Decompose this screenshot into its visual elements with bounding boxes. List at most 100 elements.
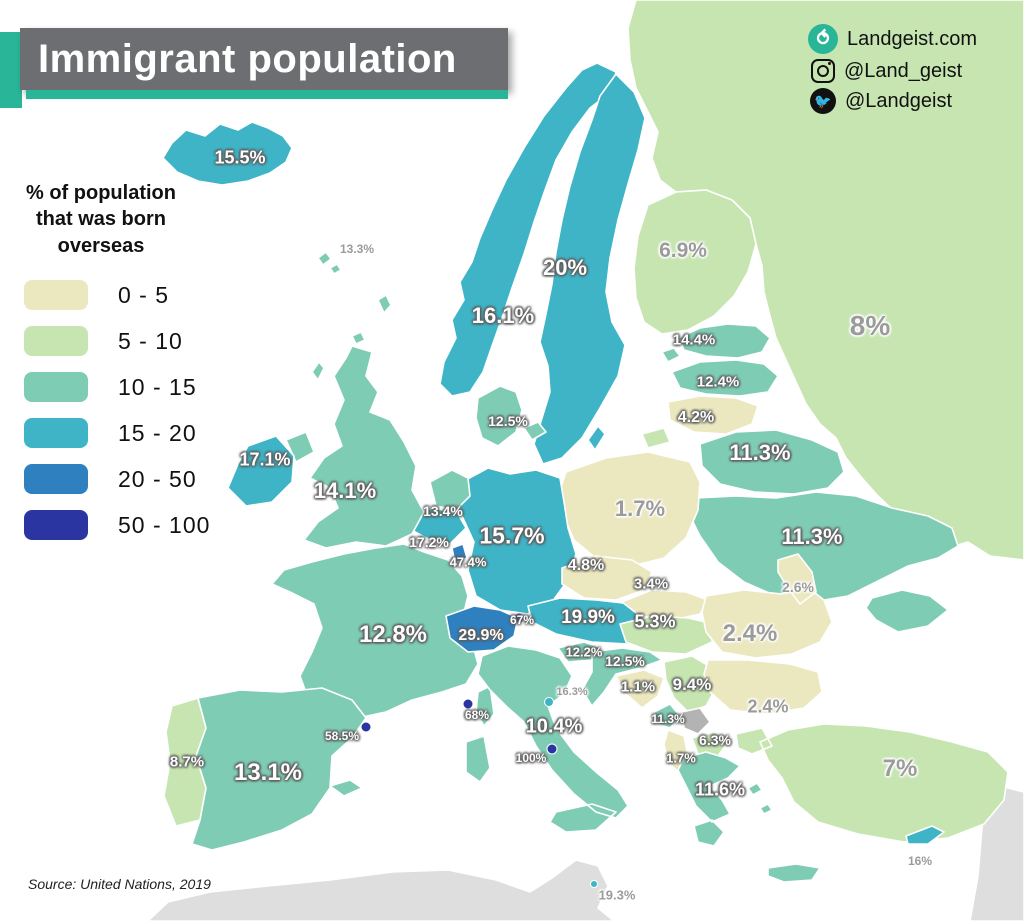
microstate-dot-liechtenstein (513, 612, 525, 624)
value-label-hungary: 5.3% (634, 611, 676, 632)
value-label-moldova: 2.6% (782, 579, 814, 595)
value-label-bosnia: 1.1% (620, 678, 656, 696)
microstate-dot-malta (590, 880, 598, 888)
value-label-switzerland: 29.9% (458, 627, 504, 644)
value-label-san-marino: 16.3% (556, 686, 588, 698)
value-label-norway: 16.1% (471, 303, 535, 328)
value-label-greece: 11.6% (694, 779, 746, 800)
value-label-bulgaria: 2.4% (747, 696, 789, 717)
country-greece (677, 751, 821, 883)
brand-block: ⥀ Landgeist.com @Land_geist 🐦 @Landgeist (808, 24, 977, 119)
page-title: Immigrant population (38, 36, 457, 81)
value-label-austria: 19.9% (561, 607, 615, 628)
instagram-icon (811, 59, 835, 83)
country-faroe-islands (317, 251, 342, 275)
value-label-monaco: 68% (464, 708, 490, 722)
country-france (271, 543, 479, 719)
value-label-russia: 8% (849, 310, 891, 341)
country-kaliningrad (641, 427, 671, 449)
legend-item-0-5: 0 - 5 (24, 272, 210, 318)
legend-swatch (24, 464, 88, 494)
country-luxembourg (451, 543, 468, 564)
value-label-faroe-islands: 13.3% (339, 242, 375, 256)
legend-title: % of population that was born overseas (26, 182, 176, 257)
country-germany (455, 467, 577, 615)
landgeist-logo-icon: ⥀ (808, 24, 838, 54)
country-north-macedonia (691, 731, 729, 757)
country-czechia (561, 555, 653, 601)
country-denmark (475, 385, 547, 447)
country-north-africa (147, 859, 615, 921)
value-label-united-kingdom: 14.1% (313, 478, 377, 503)
value-label-portugal: 8.7% (169, 753, 205, 771)
microstate-dot-monaco (462, 698, 474, 710)
country-norway (439, 62, 617, 397)
legend-item-15-20: 15 - 20 (24, 410, 210, 456)
brand-twitter-handle: @Landgeist (845, 89, 953, 112)
legend-item-20-50: 20 - 50 (24, 456, 210, 502)
value-label-latvia: 12.4% (696, 373, 740, 391)
value-label-slovenia: 12.2% (565, 644, 603, 660)
brand-instagram-handle: @Land_geist (844, 59, 963, 82)
country-ukraine (689, 491, 959, 603)
microstate-dot-san-marino (544, 697, 554, 707)
country-bulgaria (703, 659, 823, 715)
value-label-north-macedonia: 6.3% (699, 732, 731, 748)
legend-swatch (24, 280, 88, 310)
value-label-czechia: 4.8% (567, 557, 605, 574)
value-label-albania: 1.7% (666, 750, 696, 766)
legend-item-10-15: 10 - 15 (24, 364, 210, 410)
country-croatia (581, 647, 663, 707)
legend-swatch (24, 418, 88, 448)
value-label-belgium: 17.2% (409, 534, 449, 550)
value-label-poland: 1.7% (614, 496, 666, 521)
microstate-dot-andorra (360, 721, 372, 733)
value-label-cyprus: 16% (907, 854, 933, 868)
value-label-malta: 19.3% (598, 887, 636, 903)
country-united-kingdom (285, 294, 425, 549)
value-label-ireland: 17.1% (239, 449, 291, 470)
country-cyprus (905, 825, 945, 845)
microstate-dot-vatican-city (546, 743, 558, 755)
country-sweden-gotland (587, 425, 606, 451)
brand-site-row: ⥀ Landgeist.com (808, 24, 977, 54)
value-label-ukraine: 11.3% (781, 524, 843, 549)
title-underline (26, 90, 508, 99)
country-ireland (227, 435, 295, 507)
value-label-netherlands: 13.4% (423, 503, 463, 519)
value-label-spain: 13.1% (233, 759, 303, 786)
legend-range-label: 5 - 10 (118, 327, 183, 354)
country-finland (633, 189, 757, 335)
country-sweden (533, 73, 646, 465)
value-label-iceland: 15.5% (214, 147, 266, 168)
legend-range-label: 0 - 5 (118, 281, 170, 308)
brand-site: Landgeist.com (847, 27, 978, 50)
legend-range-label: 50 - 100 (118, 511, 211, 538)
title-bar: Immigrant population (20, 28, 508, 90)
country-middle-east (969, 779, 1024, 921)
country-hungary (619, 615, 715, 655)
country-kosovo (681, 707, 711, 735)
legend: 0 - 5 5 - 10 10 - 15 15 - 20 20 - 50 50 - 100 (24, 272, 210, 548)
value-label-lithuania: 4.2% (677, 409, 715, 426)
value-label-vatican-city: 100% (515, 751, 547, 765)
legend-range-label: 15 - 20 (118, 419, 197, 446)
country-italy (465, 645, 629, 833)
title-accent-block (0, 32, 22, 108)
value-label-croatia: 12.5% (605, 653, 645, 669)
country-estonia (661, 323, 771, 363)
country-bosnia (615, 669, 665, 709)
value-label-montenegro: 11.3% (651, 712, 685, 726)
country-turkey (735, 723, 1009, 843)
value-label-germany: 15.7% (479, 522, 545, 549)
source-note: Source: United Nations, 2019 (28, 876, 211, 892)
country-switzerland (445, 605, 519, 653)
country-spain (191, 687, 367, 851)
twitter-icon: 🐦 (810, 88, 836, 114)
value-label-italy: 10.4% (525, 715, 583, 738)
country-latvia (671, 359, 779, 397)
country-iceland (162, 121, 293, 186)
brand-instagram-row: @Land_geist (808, 59, 977, 83)
